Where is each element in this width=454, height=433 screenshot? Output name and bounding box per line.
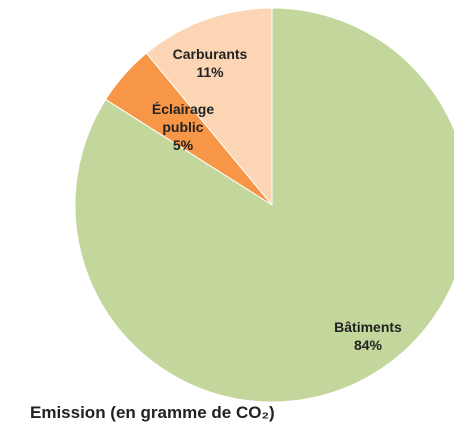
category-label: Bâtiments — [334, 319, 402, 335]
pie-slice — [74, 7, 454, 403]
value-label: 5% — [172, 137, 194, 153]
value-label: 84% — [353, 337, 383, 353]
category-label: Éclairage public — [151, 101, 215, 135]
pie-slice — [145, 7, 273, 207]
category-label: Carburants — [172, 46, 248, 62]
slice-label: Carburants 11% — [160, 45, 260, 81]
slice-label: Bâtiments 84% — [313, 318, 423, 354]
value-label: 11% — [196, 64, 224, 80]
slice-label: Éclairage public 5% — [143, 100, 223, 154]
chart-title: Emission (en gramme de CO₂) — [30, 403, 275, 422]
